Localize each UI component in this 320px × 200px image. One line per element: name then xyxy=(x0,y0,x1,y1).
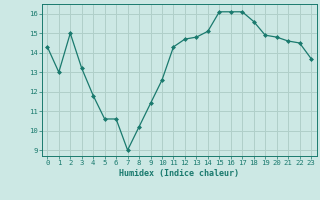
X-axis label: Humidex (Indice chaleur): Humidex (Indice chaleur) xyxy=(119,169,239,178)
